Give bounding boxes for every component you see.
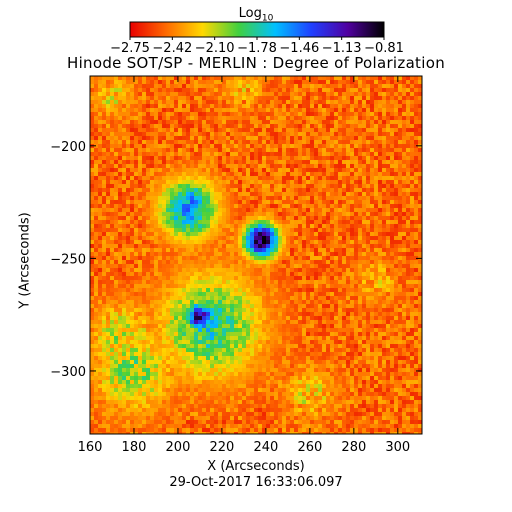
y-tick-label: −300: [50, 365, 86, 380]
colorbar-tick-label: −2.10: [195, 41, 235, 56]
y-tick-label: −250: [50, 252, 86, 267]
timestamp-footer: 29-Oct-2017 16:33:06.097: [169, 475, 343, 490]
colorbar-tick-label: −1.46: [279, 41, 319, 56]
x-tick-label: 240: [253, 440, 278, 455]
colorbar-tick-label: −2.75: [110, 41, 150, 56]
colorbar-tick-label: −0.81: [364, 41, 404, 56]
colorbar-tick-label: −1.78: [237, 41, 277, 56]
heatmap-image: [90, 76, 422, 434]
x-tick-label: 300: [385, 440, 410, 455]
x-tick-label: 260: [297, 440, 322, 455]
colorbar: [129, 21, 385, 38]
y-tick-label: −200: [50, 140, 86, 155]
x-tick-label: 220: [210, 440, 235, 455]
colorbar-title: Log10: [238, 6, 274, 24]
x-tick-label: 280: [341, 440, 366, 455]
x-tick-label: 160: [78, 440, 103, 455]
colorbar-tick-label: −1.13: [322, 41, 362, 56]
x-tick-label: 200: [166, 440, 191, 455]
y-axis-label: Y (Arcseconds): [17, 212, 33, 309]
x-tick-label: 180: [122, 440, 147, 455]
x-axis-label: X (Arcseconds): [207, 459, 305, 474]
colorbar-tick-label: −2.42: [152, 41, 192, 56]
plot-frame: [89, 75, 423, 435]
chart-title: Hinode SOT/SP - MERLIN : Degree of Polar…: [66, 54, 445, 72]
